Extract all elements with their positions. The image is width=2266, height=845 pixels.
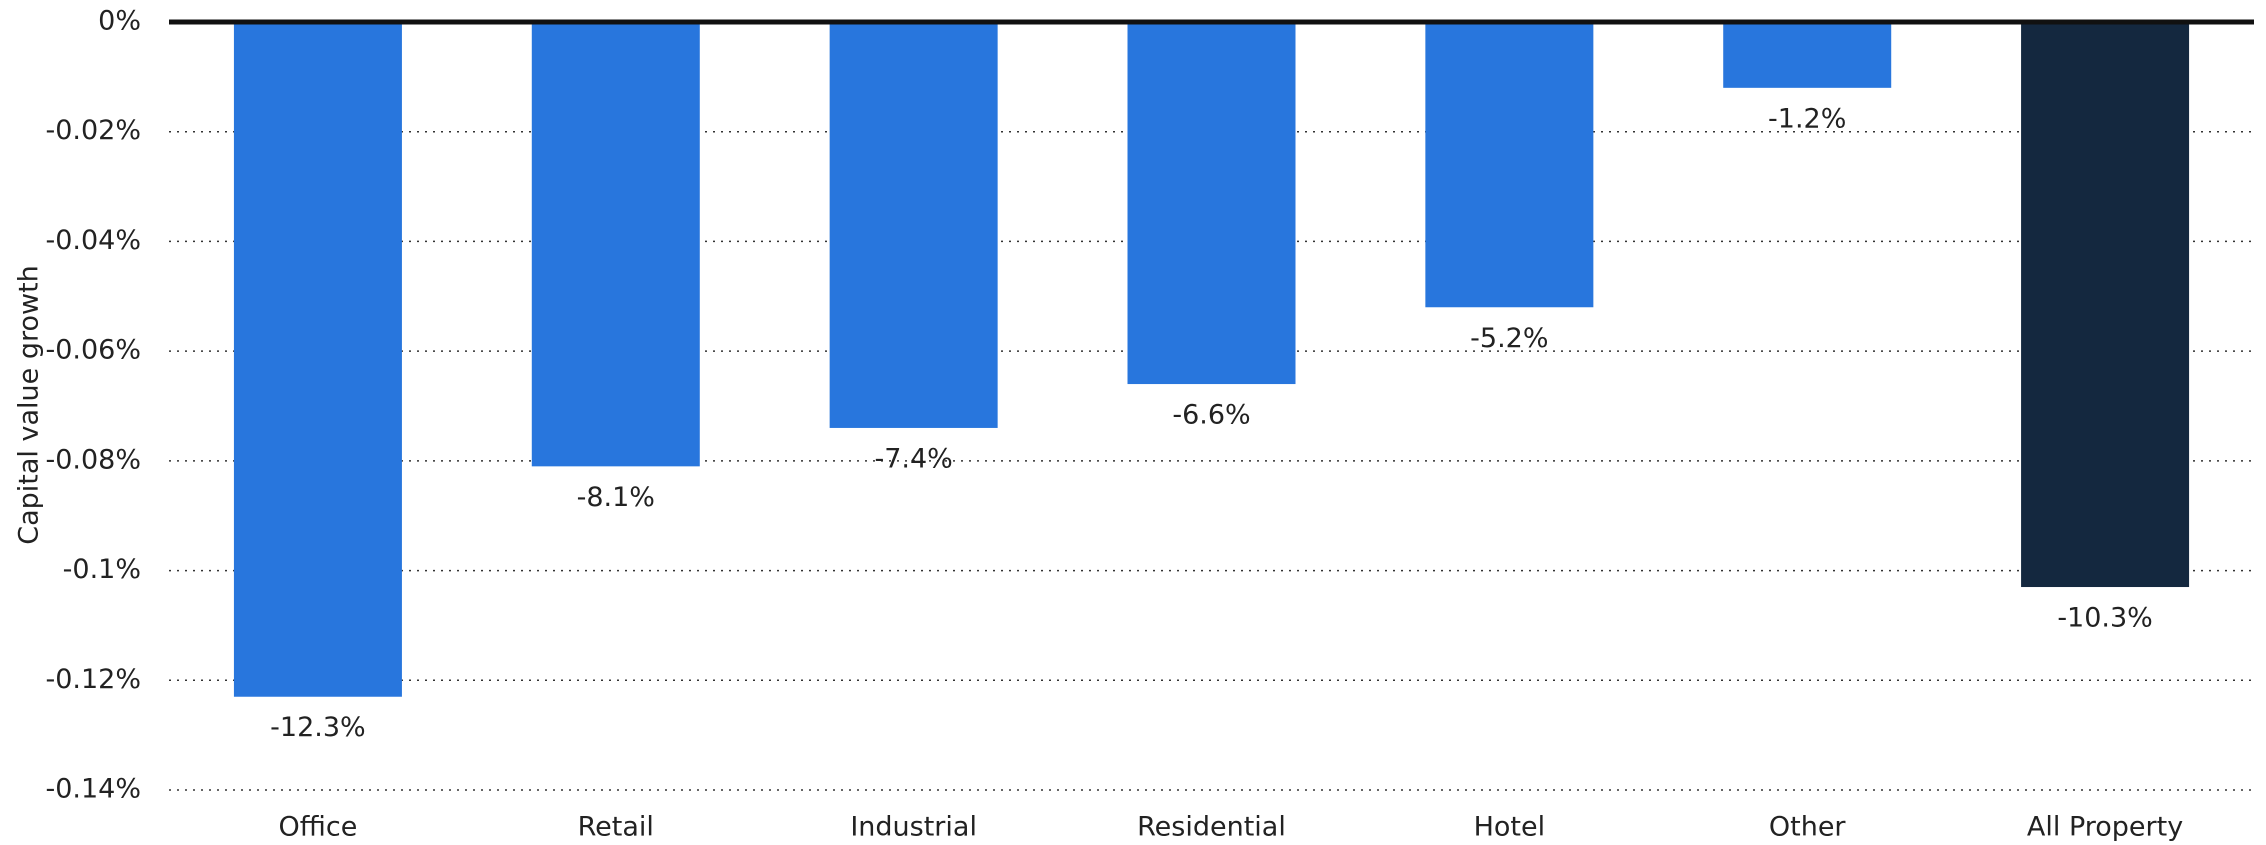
x-tick-label: Retail — [578, 812, 654, 843]
bar — [233, 22, 402, 697]
data-label: -7.4% — [874, 443, 952, 474]
y-axis-title: Capital value growth — [14, 265, 45, 545]
y-tick-label: -0.04% — [45, 225, 141, 256]
data-label: -12.3% — [270, 712, 366, 743]
y-tick-label: 0% — [98, 6, 141, 37]
x-tick-label: Office — [279, 812, 358, 843]
data-label: -5.2% — [1470, 323, 1548, 354]
data-label: -10.3% — [2057, 603, 2153, 634]
x-tick-label: Residential — [1137, 812, 1286, 843]
x-tick-label: Other — [1769, 812, 1847, 843]
y-tick-label: -0.06% — [45, 335, 141, 366]
bar — [829, 22, 998, 428]
x-tick-label: All Property — [2027, 812, 2183, 843]
y-tick-label: -0.12% — [45, 664, 141, 695]
bar — [1127, 22, 1296, 385]
data-label: -1.2% — [1768, 103, 1846, 134]
bar — [531, 22, 700, 467]
y-tick-label: -0.08% — [45, 444, 141, 475]
x-tick-label: Hotel — [1474, 812, 1546, 843]
data-label: -8.1% — [577, 482, 655, 513]
y-tick-label: -0.1% — [63, 554, 141, 585]
y-tick-label: -0.14% — [45, 774, 141, 805]
bar — [1425, 22, 1594, 308]
y-tick-label: -0.02% — [45, 115, 141, 146]
data-label: -6.6% — [1172, 400, 1250, 431]
bar — [2021, 22, 2190, 588]
bar — [1723, 22, 1892, 88]
x-tick-label: Industrial — [850, 812, 977, 843]
